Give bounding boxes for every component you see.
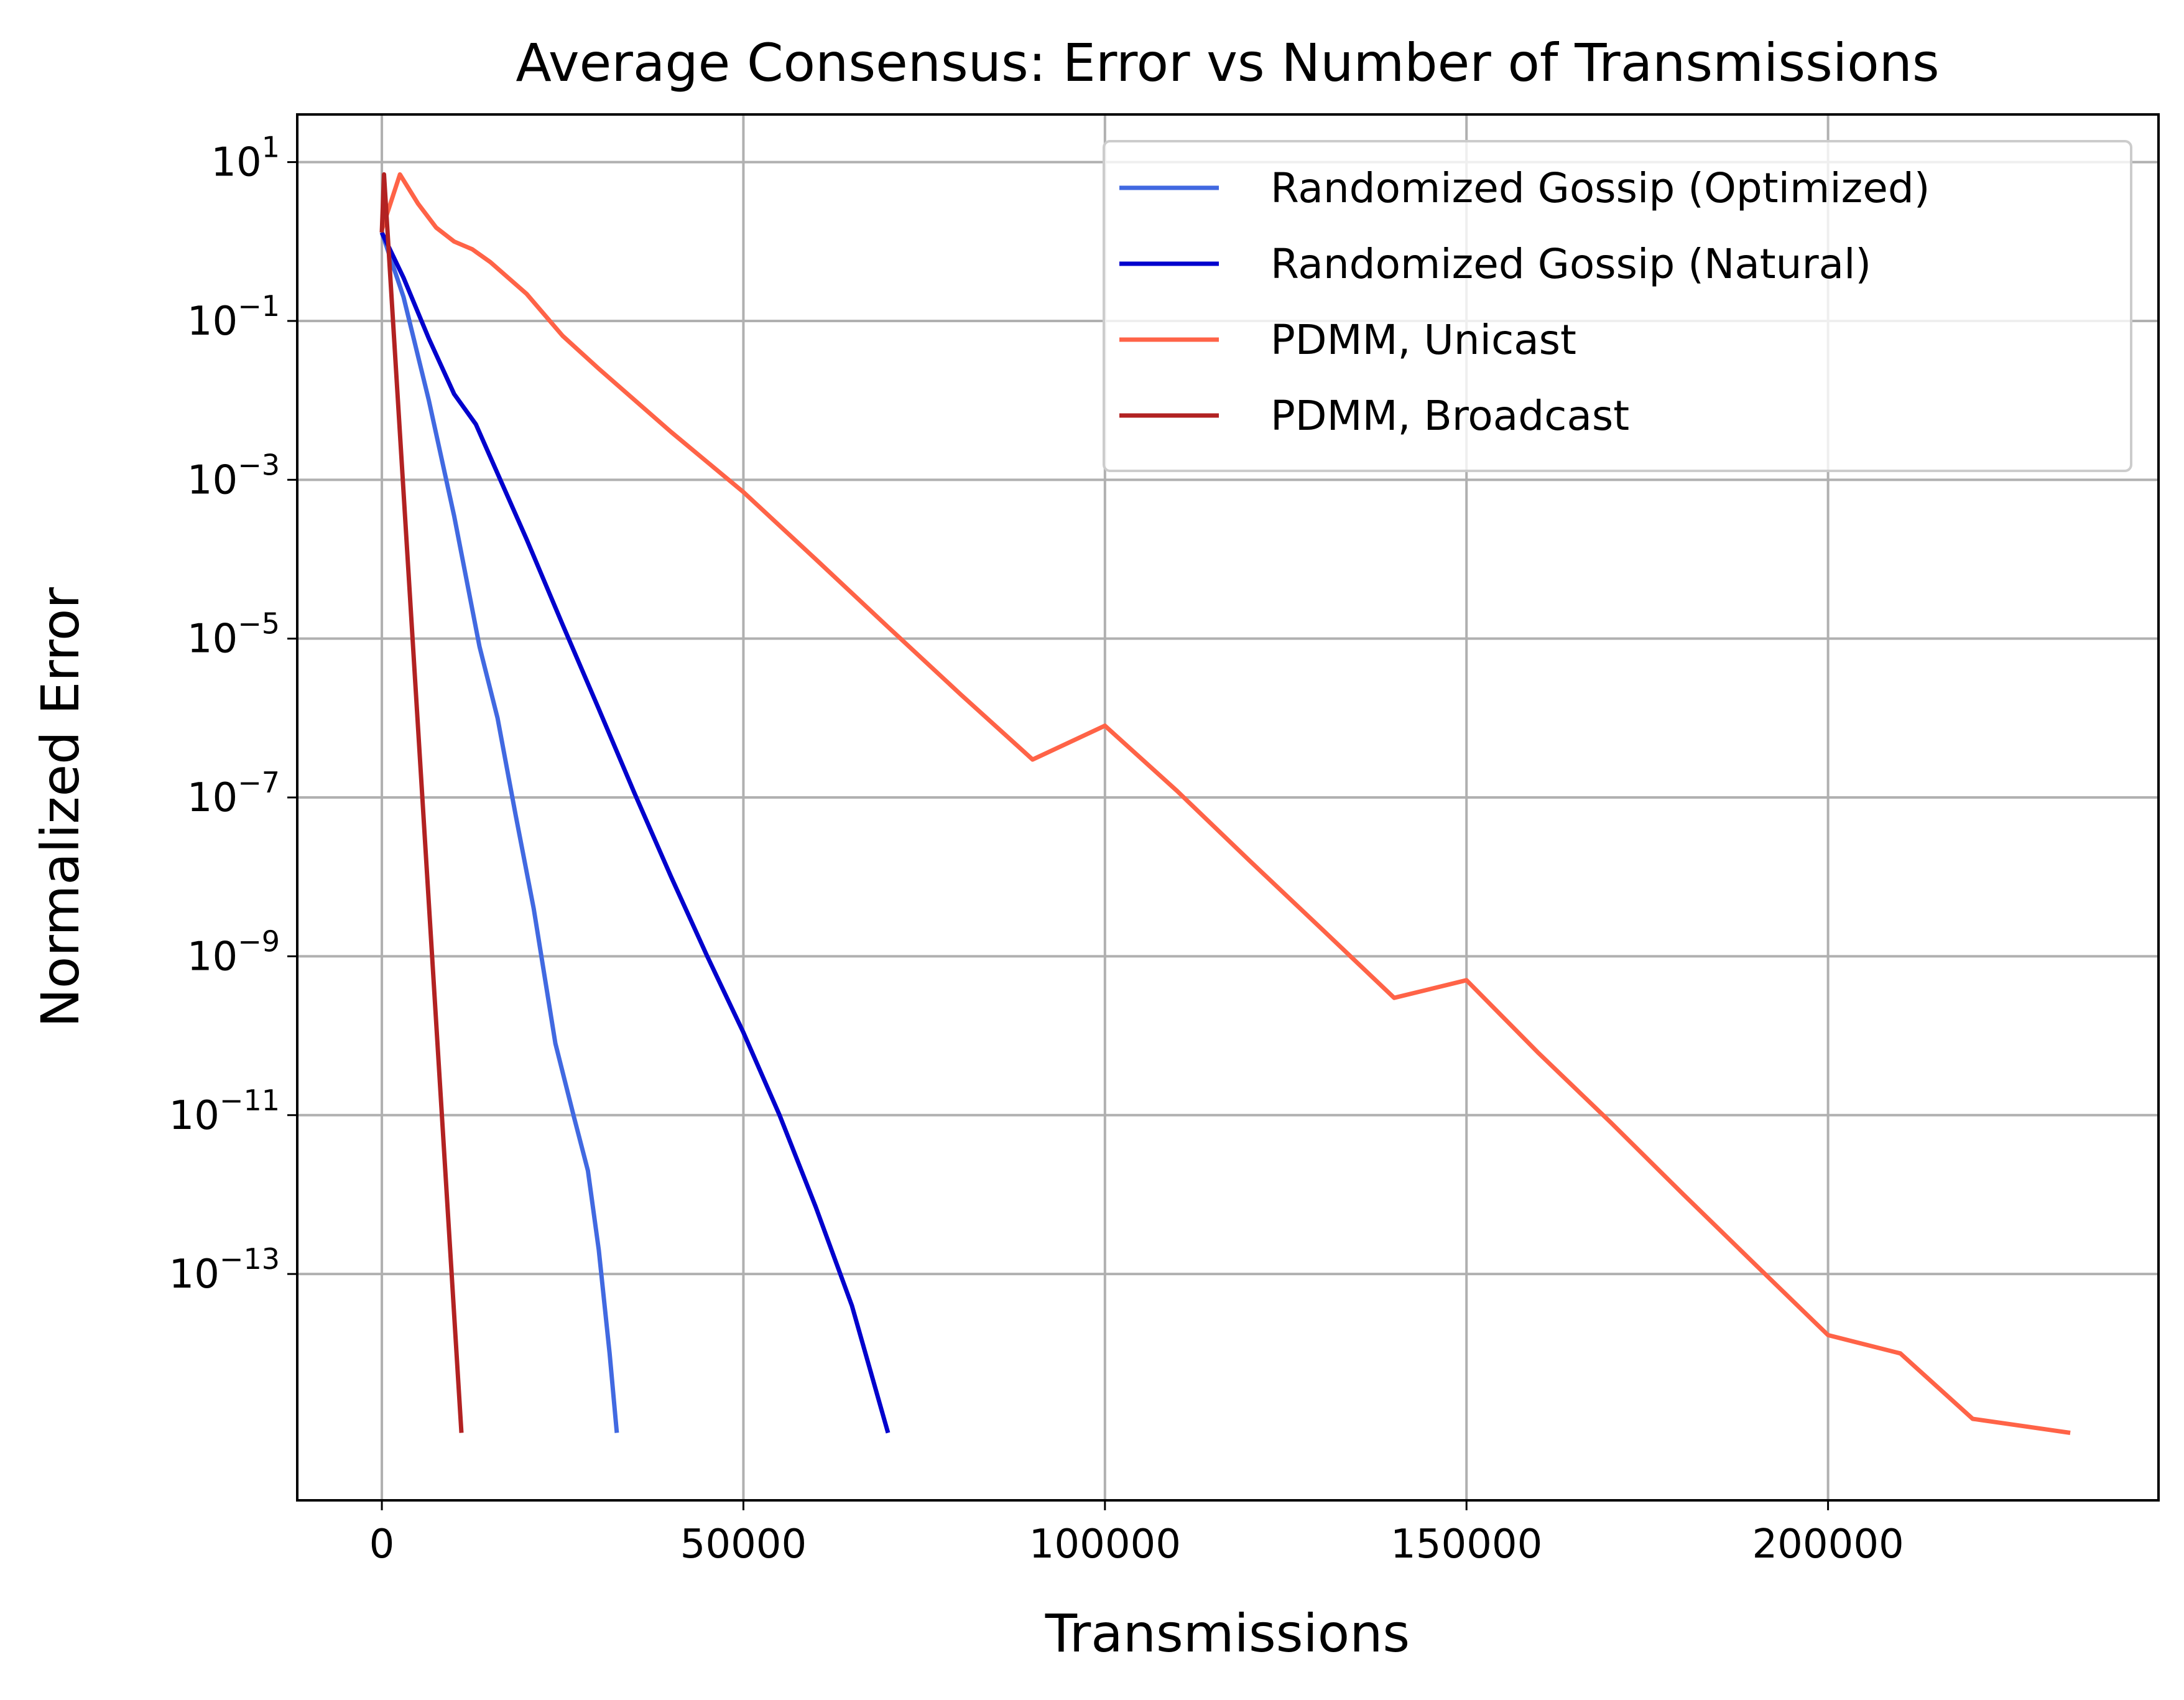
plot-frame bbox=[296, 113, 2160, 1502]
y-tick-label: 10−1 bbox=[187, 289, 280, 345]
x-axis-label: Transmissions bbox=[1045, 1603, 1410, 1664]
ticks: 0 50000 100000 150000 200000 101 10−1 10−3 10−5 1… bbox=[169, 131, 1904, 1568]
legend-label: PDMM, Broadcast bbox=[1270, 392, 1629, 440]
x-tick-label: 0 bbox=[369, 1521, 395, 1568]
chart-title: Average Consensus: Error vs Number of Tr… bbox=[516, 32, 1939, 93]
legend-label: PDMM, Unicast bbox=[1270, 316, 1576, 364]
y-tick-label: 10−9 bbox=[187, 924, 280, 980]
legend-box bbox=[1103, 140, 2132, 472]
y-tick-label: 10−13 bbox=[169, 1242, 280, 1298]
x-tick-label: 100000 bbox=[1029, 1521, 1181, 1568]
x-tick-label: 150000 bbox=[1390, 1521, 1542, 1568]
y-tick-label: 10−11 bbox=[169, 1084, 280, 1139]
y-tick-label: 101 bbox=[211, 131, 280, 186]
series-line-2 bbox=[379, 231, 891, 1434]
series-line-4 bbox=[379, 172, 464, 1433]
series-line-1 bbox=[379, 231, 619, 1433]
y-tick-label: 10−5 bbox=[187, 607, 280, 662]
series-layer bbox=[379, 172, 2071, 1435]
y-tick-label: 10−7 bbox=[187, 766, 280, 821]
x-tick-label: 200000 bbox=[1752, 1521, 1904, 1568]
y-tick-label: 10−3 bbox=[187, 448, 280, 503]
series-line-3 bbox=[379, 172, 2071, 1435]
x-tick-label: 50000 bbox=[680, 1521, 807, 1568]
y-axis-label: Normalized Error bbox=[30, 587, 91, 1028]
legend: Randomized Gossip (Optimized) Randomized … bbox=[1103, 140, 2132, 472]
legend-label: Randomized Gossip (Natural) bbox=[1270, 240, 1871, 288]
legend-label: Randomized Gossip (Optimized) bbox=[1270, 164, 1930, 212]
